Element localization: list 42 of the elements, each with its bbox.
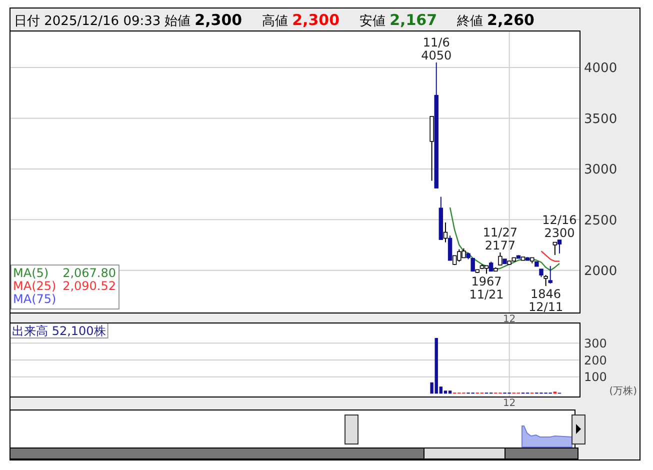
annotation: 11/6 4050 bbox=[421, 35, 452, 62]
annotation: 2,067.80 bbox=[62, 266, 116, 280]
text: 安値 bbox=[360, 13, 386, 29]
candlestick bbox=[548, 266, 552, 284]
text: 日付 2025/12/16 09:33 bbox=[14, 14, 161, 29]
y-tick-label: 200 bbox=[584, 353, 607, 368]
annotation: 1967 11/21 bbox=[469, 274, 504, 302]
candlestick bbox=[544, 274, 548, 287]
annotation: 出来高 52,100株 bbox=[12, 324, 106, 338]
text: 2,260 bbox=[487, 11, 534, 29]
annotation: 12/16 2300 bbox=[542, 212, 577, 240]
y-tick-label: 3500 bbox=[584, 112, 618, 127]
x-tick-label: 12 bbox=[502, 398, 516, 409]
y-axis-title: (万株) bbox=[609, 385, 638, 397]
candlestick bbox=[498, 252, 502, 266]
candlestick bbox=[443, 222, 448, 243]
y-tick-label: 3000 bbox=[584, 162, 618, 178]
candlestick bbox=[552, 242, 558, 256]
candlestick bbox=[557, 239, 562, 254]
annotation: 2,090.52 bbox=[62, 279, 116, 293]
legend-label: MA(75) bbox=[13, 292, 56, 306]
bar bbox=[448, 390, 452, 394]
y-tick-label: 4000 bbox=[584, 61, 618, 76]
text: 高値 bbox=[262, 13, 288, 29]
text: 2,300 bbox=[292, 11, 340, 29]
line-series bbox=[540, 250, 560, 262]
text: 2,167 bbox=[390, 11, 438, 29]
candlestick bbox=[448, 235, 452, 261]
text: 始値 bbox=[164, 14, 191, 29]
y-tick-label: 2000 bbox=[584, 264, 618, 280]
x-tick-label: 12 bbox=[502, 314, 516, 325]
text: 2,300 bbox=[194, 11, 242, 29]
y-tick-label: 2500 bbox=[584, 213, 618, 228]
y-tick-label: 300 bbox=[584, 336, 607, 350]
annotation: 1846 12/11 bbox=[528, 287, 564, 314]
text: MA(25) bbox=[13, 279, 56, 293]
text: MA(5) bbox=[13, 266, 49, 280]
candlestick bbox=[488, 261, 494, 272]
bar bbox=[444, 390, 448, 394]
text: 終値 bbox=[456, 14, 484, 29]
annotation: 11/27 2177 bbox=[482, 225, 518, 252]
y-tick-label: 100 bbox=[584, 370, 607, 384]
